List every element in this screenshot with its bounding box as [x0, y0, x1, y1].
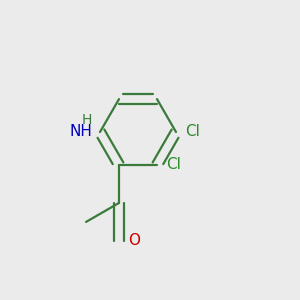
Text: NH: NH	[69, 124, 92, 140]
Text: H: H	[82, 113, 92, 127]
Text: Cl: Cl	[185, 124, 200, 140]
Text: O: O	[128, 233, 140, 248]
Text: Cl: Cl	[166, 158, 181, 172]
